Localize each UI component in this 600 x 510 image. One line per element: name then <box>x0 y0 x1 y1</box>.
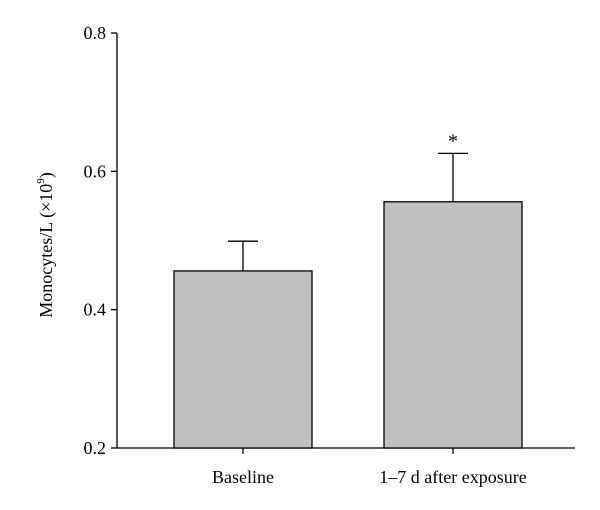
y-tick-label: 0.8 <box>84 23 107 43</box>
y-axis-label-superscript: 9 <box>35 178 47 184</box>
y-axis-label-suffix: ) <box>36 172 57 178</box>
y-tick-label: 0.4 <box>84 300 107 320</box>
x-tick-label: Baseline <box>212 467 274 487</box>
x-axis <box>117 447 575 454</box>
bar <box>173 270 313 449</box>
y-tick-label: 0.2 <box>84 438 107 458</box>
significance-marker: * <box>448 130 458 152</box>
y-axis-label-text: Monocytes/L (×10 <box>36 184 57 318</box>
bar <box>383 201 523 449</box>
x-tick-labels: Baseline 1–7 d after exposure <box>212 467 527 487</box>
y-tick-label: 0.6 <box>84 161 107 181</box>
bars: * <box>173 130 523 449</box>
x-tick-label: 1–7 d after exposure <box>379 467 526 487</box>
y-axis-label: Monocytes/L (×109) <box>35 172 57 317</box>
y-axis: 0.2 0.4 0.6 0.8 <box>84 23 118 458</box>
